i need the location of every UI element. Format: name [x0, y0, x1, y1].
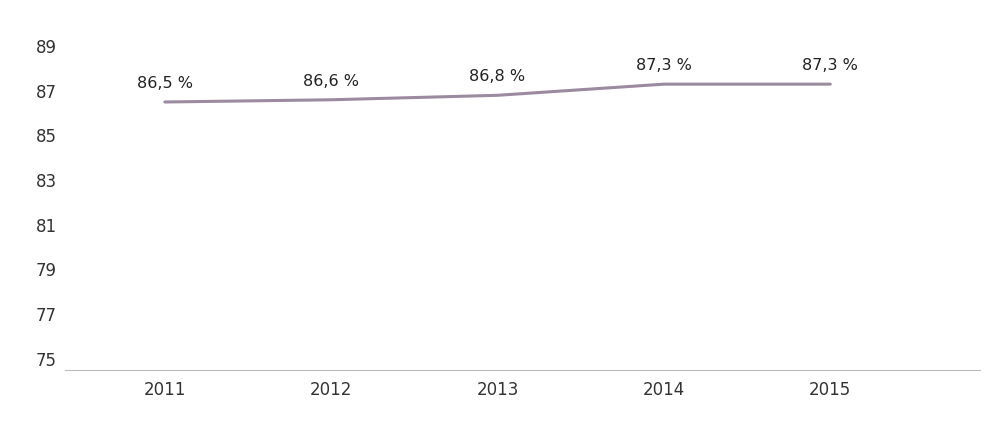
- Text: 87,3 %: 87,3 %: [802, 58, 858, 73]
- Text: 86,6 %: 86,6 %: [303, 74, 359, 89]
- Text: 86,8 %: 86,8 %: [469, 69, 526, 84]
- Text: 86,5 %: 86,5 %: [137, 76, 193, 91]
- Text: 87,3 %: 87,3 %: [636, 58, 692, 73]
